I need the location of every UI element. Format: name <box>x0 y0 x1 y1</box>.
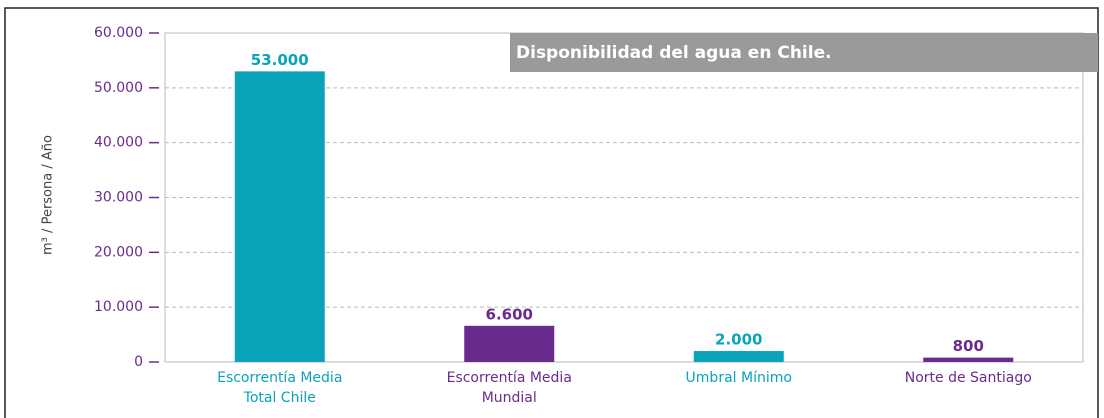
x-tick-label: Norte de Santiago <box>904 370 1032 386</box>
chart-title: Disponibilidad del agua en Chile. <box>516 43 832 63</box>
y-axis-label: m³ / Persona / Año <box>41 135 56 255</box>
y-tick-label: 60.000 <box>94 25 143 41</box>
value-label: 53.000 <box>251 51 309 69</box>
bar <box>693 351 784 362</box>
value-label: 2.000 <box>715 331 762 349</box>
y-tick-label: 20.000 <box>94 244 143 260</box>
bar <box>464 325 555 362</box>
bar <box>923 357 1014 362</box>
y-tick-label: 40.000 <box>94 135 143 151</box>
x-tick-label: Escorrentía Media Total Chile <box>217 370 343 406</box>
title-box <box>510 33 1098 72</box>
x-tick-label: Umbral Mínimo <box>685 370 792 386</box>
value-label: 800 <box>953 337 984 355</box>
value-label: 6.600 <box>486 305 533 323</box>
y-tick-label: 50.000 <box>94 80 143 96</box>
y-tick-label: 10.000 <box>94 299 143 315</box>
bar <box>234 71 325 362</box>
x-tick-label: Escorrentía Media Mundial <box>446 370 572 406</box>
frame <box>4 7 1099 418</box>
y-tick-label: 30.000 <box>94 190 143 206</box>
y-tick-label: 0 <box>134 354 143 370</box>
